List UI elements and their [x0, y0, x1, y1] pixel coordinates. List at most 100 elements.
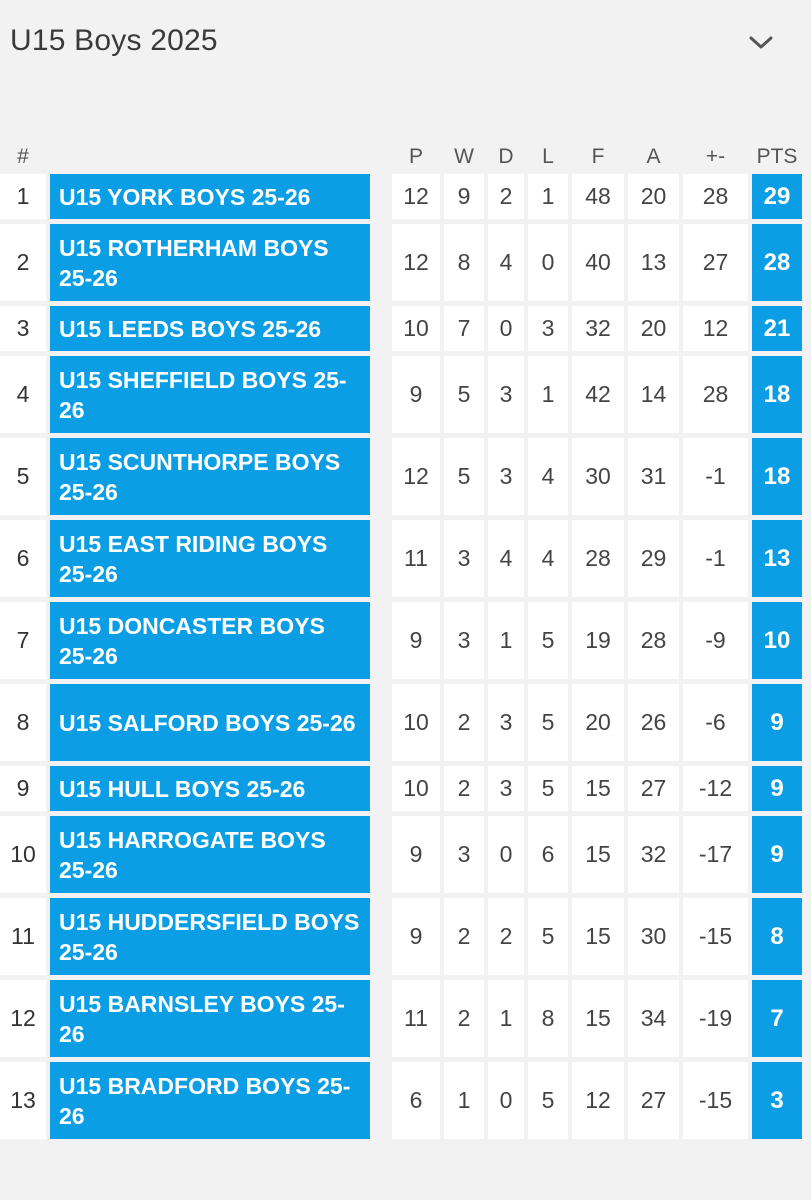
played-cell: 10 [392, 684, 440, 761]
points-cell: 3 [752, 1062, 802, 1139]
goal-difference-cell: -12 [683, 766, 748, 811]
goals-against-cell: 34 [628, 980, 679, 1057]
position-cell: 7 [0, 602, 46, 679]
goal-difference-cell: -19 [683, 980, 748, 1057]
drawn-cell: 3 [488, 684, 524, 761]
chevron-down-icon[interactable] [746, 30, 776, 54]
goals-for-cell: 15 [572, 980, 624, 1057]
played-cell: 12 [392, 224, 440, 301]
team-name-link[interactable]: U15 SCUNTHORPE BOYS 25-26 [50, 438, 370, 515]
col-header-team [50, 139, 370, 169]
played-cell: 9 [392, 602, 440, 679]
played-cell: 11 [392, 520, 440, 597]
table-row: 6 U15 EAST RIDING BOYS 25-26 11 3 4 4 28 29 -1 13 [0, 520, 802, 597]
won-cell: 5 [444, 438, 484, 515]
goals-for-cell: 40 [572, 224, 624, 301]
points-cell: 13 [752, 520, 802, 597]
won-cell: 7 [444, 306, 484, 351]
points-cell: 7 [752, 980, 802, 1057]
team-name-link[interactable]: U15 EAST RIDING BOYS 25-26 [50, 520, 370, 597]
drawn-cell: 3 [488, 766, 524, 811]
won-cell: 2 [444, 766, 484, 811]
drawn-cell: 2 [488, 174, 524, 219]
team-name-link[interactable]: U15 LEEDS BOYS 25-26 [50, 306, 370, 351]
goals-against-cell: 32 [628, 816, 679, 893]
team-name-link[interactable]: U15 SALFORD BOYS 25-26 [50, 684, 370, 761]
points-cell: 29 [752, 174, 802, 219]
cell-gap [374, 816, 388, 893]
points-cell: 10 [752, 602, 802, 679]
goal-difference-cell: -17 [683, 816, 748, 893]
drawn-cell: 0 [488, 306, 524, 351]
table-row: 8 U15 SALFORD BOYS 25-26 10 2 3 5 20 26 -6 9 [0, 684, 802, 761]
drawn-cell: 4 [488, 520, 524, 597]
goals-against-cell: 27 [628, 766, 679, 811]
cell-gap [374, 898, 388, 975]
team-name-link[interactable]: U15 HULL BOYS 25-26 [50, 766, 370, 811]
goals-for-cell: 15 [572, 766, 624, 811]
position-cell: 12 [0, 980, 46, 1057]
drawn-cell: 0 [488, 1062, 524, 1139]
table-header-row: # P W D L F A +- PTS [0, 139, 802, 169]
won-cell: 1 [444, 1062, 484, 1139]
goals-for-cell: 32 [572, 306, 624, 351]
goal-difference-cell: -6 [683, 684, 748, 761]
cell-gap [374, 356, 388, 433]
lost-cell: 6 [528, 816, 568, 893]
position-cell: 9 [0, 766, 46, 811]
col-gap [374, 139, 388, 169]
position-cell: 6 [0, 520, 46, 597]
goals-against-cell: 28 [628, 602, 679, 679]
lost-cell: 4 [528, 438, 568, 515]
won-cell: 2 [444, 684, 484, 761]
lost-cell: 5 [528, 766, 568, 811]
points-cell: 9 [752, 766, 802, 811]
cell-gap [374, 224, 388, 301]
team-name-link[interactable]: U15 HARROGATE BOYS 25-26 [50, 816, 370, 893]
col-header-played: P [408, 145, 423, 168]
goal-difference-cell: 27 [683, 224, 748, 301]
played-cell: 12 [392, 438, 440, 515]
team-name-link[interactable]: U15 HUDDERSFIELD BOYS 25-26 [50, 898, 370, 975]
goals-for-cell: 15 [572, 816, 624, 893]
goals-for-cell: 42 [572, 356, 624, 433]
table-header-bar: U15 Boys 2025 [0, 0, 811, 90]
points-cell: 9 [752, 816, 802, 893]
team-name-link[interactable]: U15 SHEFFIELD BOYS 25-26 [50, 356, 370, 433]
lost-cell: 1 [528, 174, 568, 219]
played-cell: 11 [392, 980, 440, 1057]
goals-for-cell: 19 [572, 602, 624, 679]
points-cell: 8 [752, 898, 802, 975]
goal-difference-cell: 28 [683, 356, 748, 433]
cell-gap [374, 980, 388, 1057]
drawn-cell: 3 [488, 356, 524, 433]
goals-against-cell: 29 [628, 520, 679, 597]
won-cell: 3 [444, 816, 484, 893]
goals-against-cell: 30 [628, 898, 679, 975]
won-cell: 8 [444, 224, 484, 301]
goal-difference-cell: 12 [683, 306, 748, 351]
played-cell: 10 [392, 766, 440, 811]
points-cell: 9 [752, 684, 802, 761]
goal-difference-cell: -9 [683, 602, 748, 679]
team-name-link[interactable]: U15 ROTHERHAM BOYS 25-26 [50, 224, 370, 301]
lost-cell: 3 [528, 306, 568, 351]
drawn-cell: 2 [488, 898, 524, 975]
lost-cell: 5 [528, 684, 568, 761]
team-name-link[interactable]: U15 YORK BOYS 25-26 [50, 174, 370, 219]
goals-for-cell: 20 [572, 684, 624, 761]
table-row: 4 U15 SHEFFIELD BOYS 25-26 9 5 3 1 42 14 28 18 [0, 356, 802, 433]
team-name-link[interactable]: U15 BRADFORD BOYS 25-26 [50, 1062, 370, 1139]
cell-gap [374, 438, 388, 515]
goal-difference-cell: -1 [683, 520, 748, 597]
goals-against-cell: 26 [628, 684, 679, 761]
drawn-cell: 1 [488, 980, 524, 1057]
team-name-link[interactable]: U15 BARNSLEY BOYS 25-26 [50, 980, 370, 1057]
position-cell: 2 [0, 224, 46, 301]
table-row: 12 U15 BARNSLEY BOYS 25-26 11 2 1 8 15 34 -19 7 [0, 980, 802, 1057]
drawn-cell: 1 [488, 602, 524, 679]
position-cell: 5 [0, 438, 46, 515]
team-name-link[interactable]: U15 DONCASTER BOYS 25-26 [50, 602, 370, 679]
played-cell: 12 [392, 174, 440, 219]
col-header-goal-difference: +- [705, 145, 726, 168]
